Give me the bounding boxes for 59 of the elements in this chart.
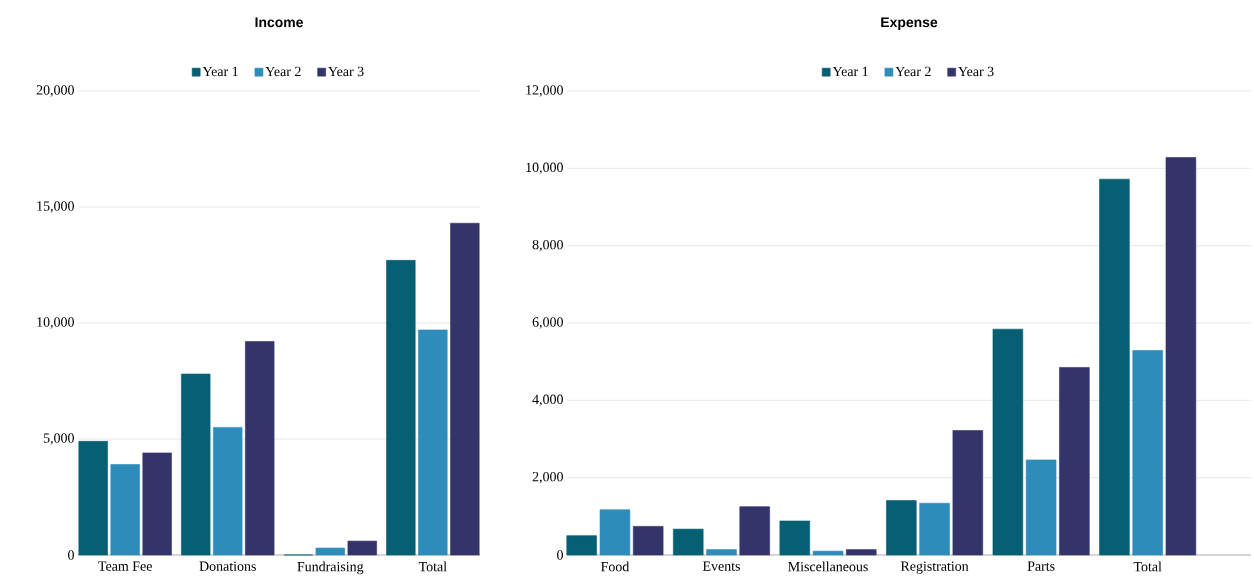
- x-tick-label: Registration: [900, 561, 969, 574]
- bar: [418, 329, 448, 556]
- x-tick-label: Donations: [199, 561, 256, 571]
- x-tick-label: Parts: [1027, 561, 1055, 571]
- bar: [1165, 157, 1197, 556]
- x-tick-label: Total: [418, 561, 447, 572]
- bar: [739, 506, 770, 556]
- bar: [1132, 350, 1163, 556]
- bar: [566, 535, 597, 556]
- y-tick-label: 15,000: [37, 201, 74, 213]
- x-tick-label: Events: [702, 561, 740, 571]
- bar: [992, 328, 1024, 556]
- y-tick-label: 2,000: [532, 471, 563, 484]
- bar: [846, 549, 877, 556]
- y-tick-label: 0: [557, 550, 563, 560]
- bar: [213, 427, 243, 556]
- x-tick-label: Team Fee: [98, 561, 152, 571]
- x-tick-label: Miscellaneous: [788, 561, 868, 572]
- bar: [673, 528, 704, 556]
- legend-label: Year 2: [265, 66, 301, 77]
- y-tick-label: 0: [68, 550, 74, 560]
- bar: [1059, 367, 1090, 556]
- y-tick-label: 5,000: [43, 433, 74, 445]
- bar: [181, 373, 211, 556]
- legend-label: Year 1: [832, 66, 868, 77]
- x-tick-label: Food: [601, 561, 630, 572]
- bar: [706, 549, 737, 556]
- bar: [1099, 178, 1130, 556]
- legend-label: Year 1: [202, 66, 238, 77]
- bar: [142, 452, 172, 556]
- bar: [78, 441, 108, 556]
- bar: [386, 260, 416, 556]
- chart-title: Expense: [881, 17, 938, 30]
- y-tick-label: 10,000: [37, 317, 74, 329]
- y-tick-label: 12,000: [526, 85, 563, 97]
- bar: [315, 547, 345, 556]
- bar: [1025, 459, 1057, 556]
- y-tick-label: 6,000: [532, 317, 563, 329]
- bar: [110, 464, 140, 556]
- legend-label: Year 3: [328, 66, 364, 77]
- legend-label: Year 2: [895, 66, 931, 77]
- x-tick-label: Fundraising: [297, 561, 364, 575]
- bar: [245, 341, 275, 556]
- chart-title: Income: [255, 17, 303, 28]
- y-tick-label: 20,000: [36, 85, 74, 97]
- y-tick-label: 10,000: [526, 162, 563, 175]
- bar: [632, 526, 664, 556]
- y-tick-label: 4,000: [532, 394, 563, 407]
- bar: [599, 509, 631, 556]
- x-tick-label: Total: [1133, 561, 1162, 572]
- y-tick-label: 8,000: [532, 239, 563, 252]
- bar: [952, 430, 984, 556]
- legend-label: Year 3: [958, 66, 994, 77]
- bar: [450, 222, 480, 556]
- bar: [779, 520, 811, 556]
- bar: [347, 540, 377, 556]
- bar: [919, 502, 950, 556]
- bar: [812, 550, 844, 556]
- bar: [886, 500, 917, 556]
